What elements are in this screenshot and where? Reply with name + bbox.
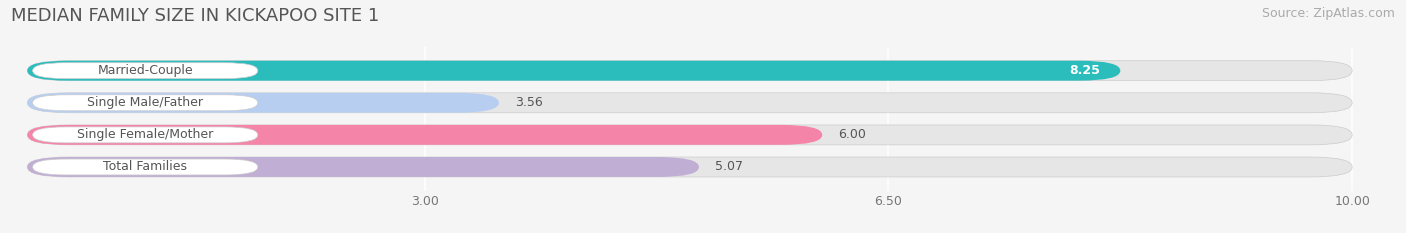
FancyBboxPatch shape	[32, 127, 257, 143]
FancyBboxPatch shape	[27, 93, 1353, 113]
Text: 5.07: 5.07	[714, 161, 742, 174]
FancyBboxPatch shape	[32, 63, 257, 79]
Text: MEDIAN FAMILY SIZE IN KICKAPOO SITE 1: MEDIAN FAMILY SIZE IN KICKAPOO SITE 1	[11, 7, 380, 25]
FancyBboxPatch shape	[27, 61, 1121, 81]
Text: Source: ZipAtlas.com: Source: ZipAtlas.com	[1261, 7, 1395, 20]
Text: 8.25: 8.25	[1070, 64, 1101, 77]
FancyBboxPatch shape	[27, 125, 1353, 145]
Text: Total Families: Total Families	[103, 161, 187, 174]
FancyBboxPatch shape	[27, 157, 699, 177]
Text: Married-Couple: Married-Couple	[97, 64, 193, 77]
Text: Single Female/Mother: Single Female/Mother	[77, 128, 214, 141]
FancyBboxPatch shape	[27, 157, 1353, 177]
Text: 3.56: 3.56	[515, 96, 543, 109]
FancyBboxPatch shape	[27, 61, 1353, 81]
Text: Single Male/Father: Single Male/Father	[87, 96, 204, 109]
FancyBboxPatch shape	[32, 95, 257, 111]
FancyBboxPatch shape	[27, 125, 823, 145]
FancyBboxPatch shape	[27, 93, 499, 113]
FancyBboxPatch shape	[32, 159, 257, 175]
Text: 6.00: 6.00	[838, 128, 866, 141]
